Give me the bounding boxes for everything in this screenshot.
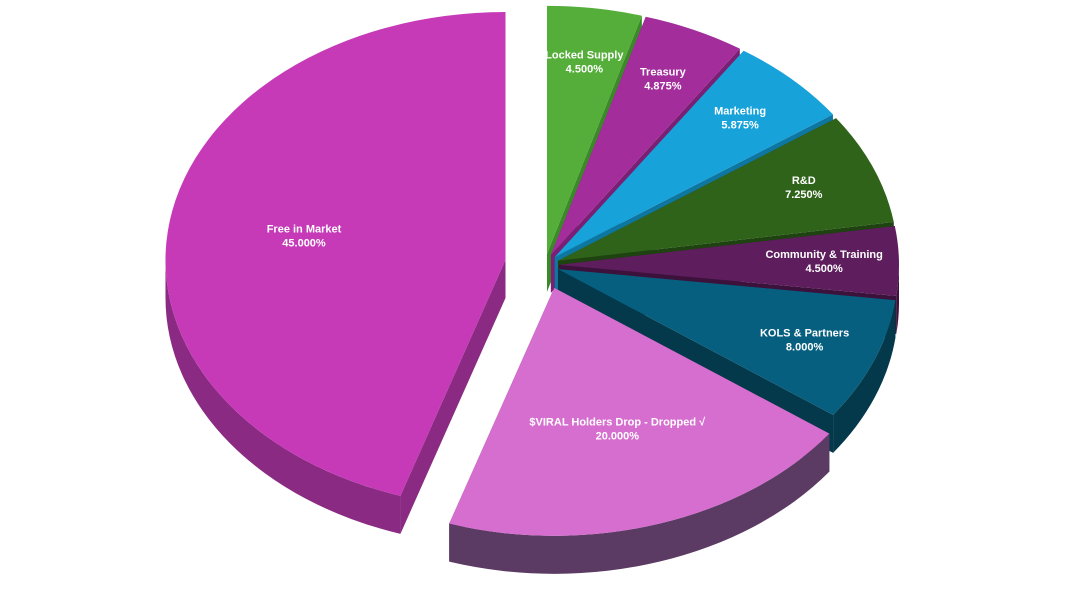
slice-community-training: [558, 226, 899, 296]
slice-r-d: [557, 118, 894, 261]
slice-wall-free-in-market-0: [400, 259, 506, 534]
slice-side-viral-holders-drop-dropped: [449, 433, 830, 574]
slice-treasury: [550, 16, 740, 255]
slice-side-free-in-market: [165, 259, 401, 534]
slice-labels: Locked Supply 4.500% Treasury 4.875% Marketi…: [267, 49, 883, 442]
slice-value-kols-partners: 8.000%: [786, 341, 824, 353]
slice-marketing: [554, 50, 833, 257]
slice-tops: [165, 5, 899, 536]
slice-label-kols-partners: KOLS & Partners: [760, 327, 849, 339]
slice-value-locked-supply: 4.500%: [566, 63, 604, 75]
slice-side-community-training: [896, 264, 899, 334]
slice-label-viral-holders-drop-dropped: $VIRAL Holders Drop - Dropped √: [529, 416, 706, 428]
slice-value-treasury: 4.875%: [644, 80, 682, 92]
slice-viral-holders-drop-dropped: [449, 287, 830, 536]
slice-label-marketing: Marketing: [714, 106, 766, 118]
slice-locked-supply: [546, 5, 642, 254]
slice-value-community-training: 4.500%: [806, 263, 844, 275]
slice-label-locked-supply: Locked Supply: [545, 49, 624, 61]
slice-kols-partners: [558, 269, 896, 415]
slice-value-viral-holders-drop-dropped: 20.000%: [596, 430, 640, 442]
slice-side-kols-partners: [833, 300, 896, 453]
slice-label-treasury: Treasury: [640, 66, 687, 78]
slice-label-community-training: Community & Training: [765, 249, 882, 261]
slice-value-r-d: 7.250%: [785, 189, 823, 201]
slice-label-free-in-market: Free in Market: [267, 224, 342, 236]
slice-value-marketing: 5.875%: [721, 120, 759, 132]
slice-label-r-d: R&D: [792, 175, 816, 187]
slice-free-in-market: [165, 11, 506, 496]
slice-value-free-in-market: 45.000%: [282, 238, 326, 250]
